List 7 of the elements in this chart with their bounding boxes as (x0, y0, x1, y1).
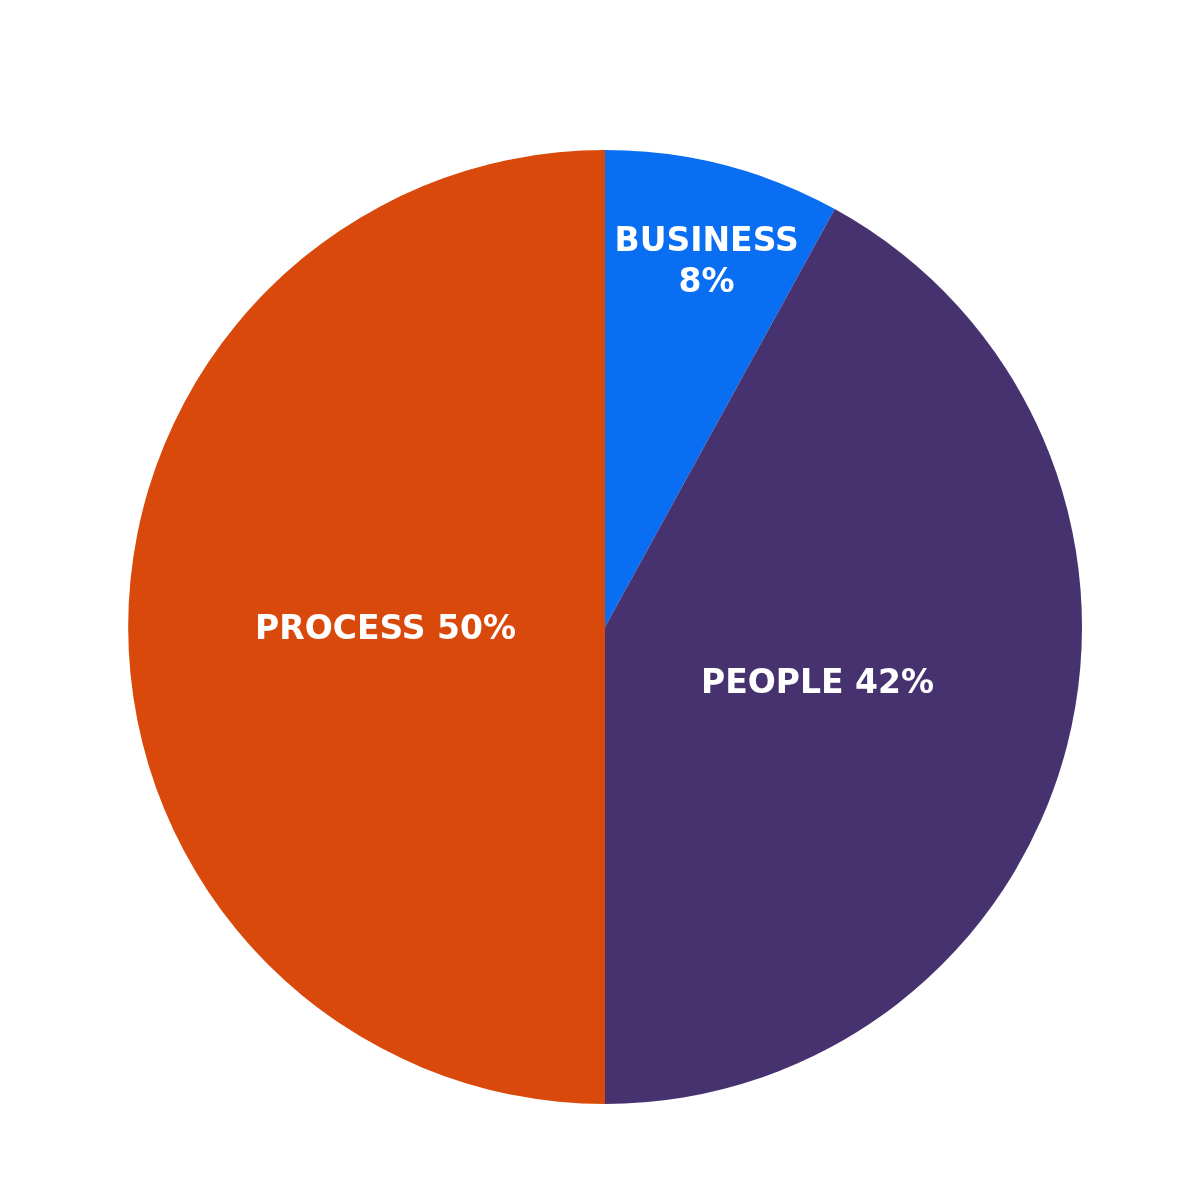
pie-slice (605, 150, 835, 627)
slice-label: PEOPLE 42% (701, 662, 935, 702)
pie-slice (128, 150, 605, 1104)
pie-slice (605, 209, 1082, 1104)
data-label: 8% (678, 261, 735, 301)
slice-label: BUSINESS (614, 219, 799, 259)
slice-label: PROCESS 50% (255, 607, 517, 647)
